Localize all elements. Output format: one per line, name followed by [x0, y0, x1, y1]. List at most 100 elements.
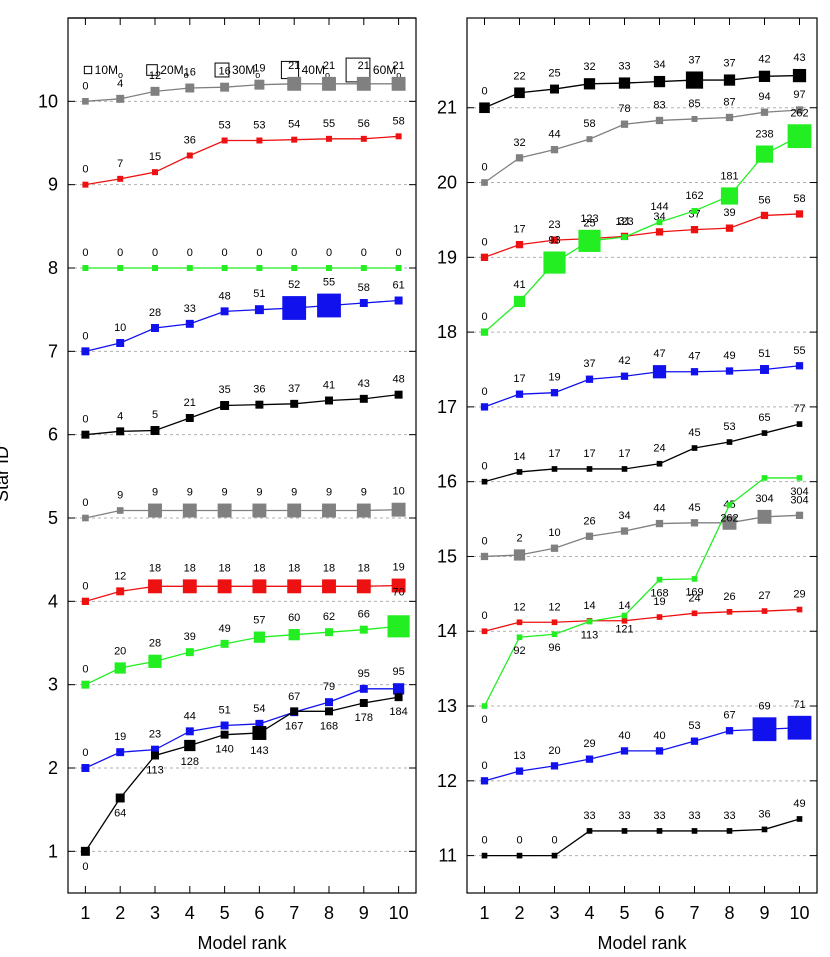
marker-15-2: [513, 549, 526, 561]
point-label-6-1: 0: [82, 414, 88, 426]
marker-10-1: [82, 98, 89, 105]
point-label-12-6: 40: [653, 730, 665, 742]
point-label-18-1: 0: [481, 311, 487, 323]
marker-3-3: [148, 654, 162, 668]
marker-2-2: [116, 748, 125, 757]
x-tick-label: 4: [185, 903, 195, 923]
point-label-16-9: 65: [758, 412, 770, 424]
marker-4-5: [217, 579, 232, 594]
marker-6-2: [116, 427, 125, 436]
point-label-7-7: 52: [288, 279, 300, 291]
marker-10-9: [356, 76, 371, 91]
plot-frame: [67, 17, 417, 894]
marker-21-10: [792, 68, 807, 83]
point-label-3-6: 57: [253, 615, 265, 627]
point-label-9-7: 54: [288, 119, 300, 131]
point-label-8-5: 0: [222, 247, 228, 259]
point-label-18-5: 123: [615, 216, 633, 228]
point-label-10-1: 0: [82, 80, 88, 92]
marker-4-3: [148, 579, 162, 594]
point-label-6-3: 5: [152, 409, 158, 421]
point-label-17-10: 55: [793, 345, 805, 357]
marker-2-4: [185, 727, 194, 736]
point-label-3-8: 62: [323, 611, 335, 623]
point-label-19-6: 34: [653, 211, 665, 223]
point-label-19-8: 39: [723, 207, 735, 219]
point-label-19-2: 17: [513, 224, 525, 236]
marker-13-7: [691, 576, 698, 582]
marker-5-8: [322, 503, 336, 518]
marker-17-9: [760, 365, 769, 374]
marker-6-7: [290, 399, 299, 408]
point-label-2-5: 51: [218, 705, 230, 717]
marker-12-7: [690, 737, 699, 745]
point-label-6-7: 37: [288, 383, 300, 395]
marker-15-9: [757, 509, 772, 524]
point-label-19-3: 23: [548, 219, 560, 231]
marker-7-1: [81, 347, 90, 356]
marker-9-5: [221, 137, 228, 144]
marker-16-2: [516, 469, 523, 475]
point-label-1-4: 128: [181, 756, 199, 768]
point-label-10-6: 19: [253, 63, 265, 75]
point-label-4-2: 12: [114, 570, 126, 582]
point-label-13-2: 92: [513, 645, 525, 657]
point-label-7-6: 51: [253, 288, 265, 300]
point-label-14-8: 26: [723, 591, 735, 603]
point-label-21-10: 43: [793, 52, 805, 64]
marker-13-8: [726, 502, 733, 508]
point-label-1-1: 0: [82, 861, 88, 873]
point-label-9-6: 53: [253, 120, 265, 132]
marker-4-9: [356, 579, 371, 594]
marker-12-8: [725, 727, 734, 735]
point-label-3-1: 0: [82, 664, 88, 676]
point-label-20-8: 87: [723, 96, 735, 108]
point-label-14-4: 14: [583, 600, 595, 612]
series-line-21: [484, 74, 800, 109]
point-label-21-8: 37: [723, 57, 735, 69]
marker-16-1: [481, 478, 488, 485]
series-line-5: [85, 509, 399, 519]
y-tick-label: 8: [48, 258, 58, 278]
marker-18-9: [755, 145, 774, 163]
point-label-8-6: 0: [256, 247, 262, 259]
point-label-14-1: 0: [481, 610, 487, 622]
point-label-4-6: 18: [253, 562, 265, 574]
point-label-17-8: 49: [723, 350, 735, 362]
marker-14-7: [691, 610, 698, 617]
point-label-21-7: 37: [688, 54, 700, 66]
marker-15-8: [722, 515, 737, 530]
point-label-11-6: 33: [653, 810, 665, 822]
marker-19-7: [690, 225, 699, 234]
point-label-13-7: 169: [685, 587, 703, 599]
marker-21-5: [618, 77, 631, 89]
marker-17-4: [585, 375, 594, 383]
point-label-20-1: 0: [481, 162, 487, 174]
point-label-8-1: 0: [82, 247, 88, 259]
point-label-2-1: 0: [82, 747, 88, 759]
y-tick-label: 10: [38, 91, 58, 111]
marker-20-10: [795, 106, 804, 114]
marker-16-3: [551, 466, 558, 472]
point-label-21-9: 42: [758, 54, 770, 66]
marker-18-2: [513, 295, 526, 308]
point-label-1-10: 184: [389, 706, 407, 718]
marker-21-8: [723, 74, 736, 86]
marker-5-3: [148, 503, 162, 518]
series-line-4: [85, 584, 399, 602]
point-label-4-3: 18: [149, 562, 161, 574]
point-label-20-10: 97: [793, 89, 805, 101]
marker-17-6: [652, 365, 667, 379]
point-label-11-9: 36: [758, 808, 770, 820]
marker-21-2: [514, 87, 525, 99]
marker-12-5: [620, 747, 629, 755]
point-label-4-1: 0: [82, 580, 88, 592]
marker-15-5: [620, 527, 629, 535]
marker-20-6: [655, 116, 664, 125]
point-label-8-10: 0: [396, 247, 402, 259]
y-tick-label: 7: [48, 341, 58, 361]
marker-15-3: [550, 544, 559, 552]
point-label-15-5: 34: [618, 510, 630, 522]
point-label-10-4: 16: [184, 67, 196, 79]
